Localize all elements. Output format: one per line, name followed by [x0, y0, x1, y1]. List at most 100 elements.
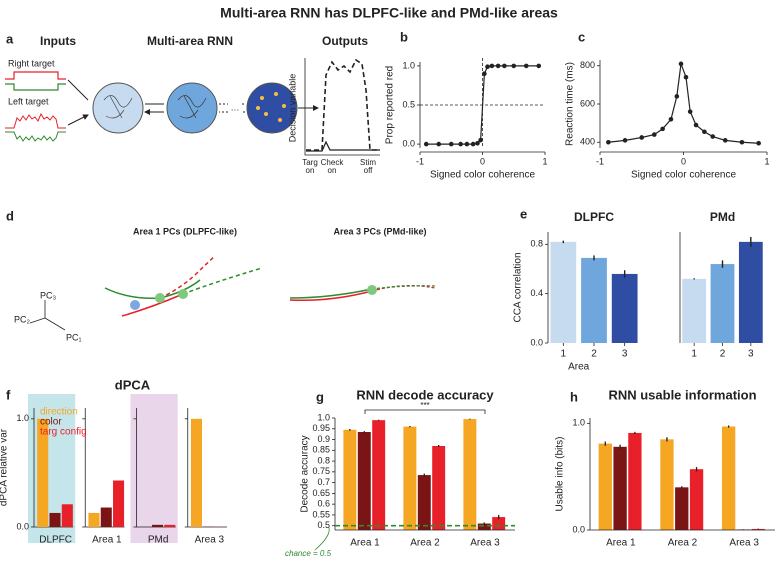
rnn-area: [246, 82, 298, 134]
bar: [660, 439, 674, 530]
event-label: Targ: [302, 158, 318, 167]
panel-letter: f: [6, 387, 11, 402]
y-tick-label: 0.6: [317, 499, 330, 509]
x-tick-label: Area 1: [350, 538, 380, 549]
y-tick-label: 0.5: [402, 99, 415, 109]
subplot-title: Area 3 PCs (PMd-like): [333, 226, 426, 236]
input-label: Left target: [8, 96, 49, 106]
bar: [682, 278, 707, 343]
legend-entry: targ config: [40, 427, 87, 438]
y-tick-label: 0.8: [317, 455, 330, 465]
data-line: [426, 65, 539, 145]
data-point: [660, 126, 665, 132]
data-point: [674, 94, 680, 99]
data-point: [693, 122, 699, 128]
bar: [689, 469, 704, 530]
y-tick-label: 0.5: [317, 520, 330, 530]
x-axis-label: Area: [568, 362, 590, 373]
bar: [738, 241, 763, 343]
x-tick-label: 1: [691, 349, 697, 360]
event-label: on: [306, 166, 315, 175]
panel-d: Area 1 PCs (DLPFC-like) Area 3 PCs (PMd-…: [14, 226, 436, 342]
rnn-area: [92, 82, 144, 134]
data-point: [710, 134, 716, 139]
x-tick-label: 1: [561, 349, 567, 360]
subplot-title: Area 1 PCs (DLPFC-like): [133, 226, 237, 236]
bar: [164, 524, 176, 527]
data-point: [448, 141, 454, 147]
event-label: Stim: [360, 158, 376, 167]
x-tick-label: -1: [596, 156, 604, 166]
check-point: [367, 285, 377, 295]
significance-bracket: [364, 409, 486, 414]
bar: [61, 504, 73, 527]
data-point: [495, 63, 501, 69]
bar: [598, 443, 612, 530]
arrow: [67, 79, 88, 126]
data-point: [668, 117, 674, 122]
y-tick-label: 0.95: [312, 423, 330, 433]
x-tick-label: 3: [748, 349, 754, 360]
pc-label: PC₃: [40, 290, 57, 300]
bar: [611, 273, 638, 343]
bar: [372, 420, 386, 530]
x-tick-label: Area 2: [410, 538, 440, 549]
targ-point: [130, 300, 140, 310]
x-tick-label: 1: [542, 156, 547, 166]
check-point: [178, 289, 188, 299]
chart-title: RNN decode accuracy: [356, 387, 494, 402]
trajectory: [371, 285, 436, 290]
output-trace: [306, 58, 380, 151]
y-tick-label: 0.55: [312, 509, 330, 519]
output-trace: [306, 140, 380, 152]
y-tick-label: 0.0: [402, 138, 415, 148]
trajectory: [121, 293, 184, 317]
x-axis-label: Signed color coherence: [631, 170, 737, 181]
y-tick-label: 0.0: [572, 524, 585, 534]
pc-axes: [29, 300, 66, 331]
panel-letter: c: [578, 29, 585, 44]
significance-label: ***: [420, 401, 429, 410]
x-axis-label: Signed color coherence: [430, 170, 536, 181]
y-tick-label: 0.8: [530, 239, 543, 249]
x-tick-label: 2: [720, 349, 726, 360]
data-point: [436, 141, 442, 147]
highlight: [130, 394, 178, 543]
data-point: [678, 61, 684, 67]
check-point: [155, 293, 165, 303]
y-axis-label: Decision variable: [287, 74, 297, 143]
bar: [675, 487, 689, 530]
outputs-title: Outputs: [322, 34, 368, 48]
data-point: [622, 138, 628, 143]
data-point: [536, 63, 542, 69]
data-point: [502, 63, 507, 69]
inputs-title: Inputs: [40, 34, 76, 48]
data-line: [608, 63, 759, 144]
y-axis-label: Usable info (bits): [555, 436, 566, 511]
legend-entry: color: [40, 417, 62, 428]
bar: [492, 517, 506, 530]
annotation: chance = 0.5: [285, 549, 332, 558]
bar: [100, 507, 112, 527]
y-tick-label: 1.0: [16, 413, 29, 423]
data-point: [639, 135, 645, 140]
data-point: [470, 141, 476, 147]
x-tick-label: DLPFC: [39, 535, 72, 546]
trajectory: [182, 267, 263, 295]
input-trace: [5, 71, 66, 80]
y-axis-label: dPCA relative var: [0, 428, 10, 506]
event-label: off: [364, 166, 374, 175]
panel-a: Inputs Right target Left target Multi-ar…: [5, 34, 380, 175]
y-tick-label: 0.75: [312, 466, 330, 476]
data-point: [489, 63, 495, 69]
data-point: [482, 71, 487, 77]
data-point: [478, 137, 483, 143]
x-tick-label: 2: [591, 349, 597, 360]
x-tick-label: Area 1: [606, 538, 636, 549]
input-trace: [5, 131, 66, 142]
bar: [613, 446, 627, 530]
x-tick-label: Area 3: [729, 538, 759, 549]
panel-letter: e: [520, 206, 527, 221]
bar: [88, 512, 100, 527]
legend-entry: direction: [40, 407, 78, 418]
